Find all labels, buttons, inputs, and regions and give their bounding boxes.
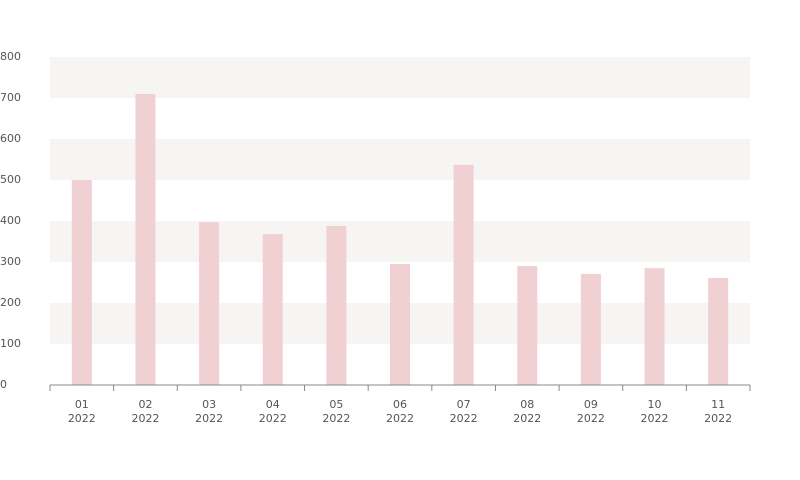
x-tick-label: 04 2022 [259, 398, 287, 425]
bar [453, 164, 474, 385]
bar [580, 273, 601, 385]
bar [517, 266, 538, 385]
x-tick-label-line: 2022 [68, 412, 96, 425]
x-tick-label-line: 2022 [195, 412, 223, 425]
x-tick-label-line: 10 [648, 398, 662, 411]
x-tick-label-line: 07 [457, 398, 471, 411]
x-tick-label-line: 02 [138, 398, 152, 411]
x-tick-label-line: 2022 [131, 412, 159, 425]
x-tick-label: 08 2022 [513, 398, 541, 425]
x-tick-label-line: 2022 [322, 412, 350, 425]
x-tick-label: 02 2022 [131, 398, 159, 425]
x-tick-label: 10 2022 [641, 398, 669, 425]
x-tick-label: 07 2022 [450, 398, 478, 425]
y-tick-label: 500 [0, 173, 21, 186]
bar [262, 234, 283, 385]
x-tick-label-line: 06 [393, 398, 407, 411]
y-tick-label: 100 [0, 337, 21, 350]
x-tick-label-line: 2022 [704, 412, 732, 425]
grid-band [50, 57, 750, 98]
x-tick-label-line: 04 [266, 398, 280, 411]
y-tick-label: 600 [0, 132, 21, 145]
y-tick-label: 400 [0, 214, 21, 227]
bar [390, 264, 410, 385]
x-tick-label-line: 2022 [259, 412, 287, 425]
x-tick-label-line: 03 [202, 398, 216, 411]
x-tick-label: 01 2022 [68, 398, 96, 425]
bar [199, 222, 220, 385]
x-tick-label-line: 09 [584, 398, 598, 411]
bar [326, 225, 347, 385]
bar [644, 268, 665, 385]
bar [71, 180, 92, 385]
x-tick-label-line: 11 [711, 398, 725, 411]
bar [135, 93, 156, 386]
x-tick-label-line: 2022 [386, 412, 414, 425]
x-tick-label: 11 2022 [704, 398, 732, 425]
x-tick-label: 03 2022 [195, 398, 223, 425]
x-tick-label-line: 08 [520, 398, 534, 411]
y-tick-label: 0 [0, 378, 7, 391]
x-tick-label-line: 2022 [450, 412, 478, 425]
bar [708, 277, 729, 385]
grid-band [50, 139, 750, 180]
x-tick-label-line: 05 [329, 398, 343, 411]
x-tick-label-line: 01 [75, 398, 89, 411]
y-tick-label: 700 [0, 91, 21, 104]
x-tick-label-line: 2022 [641, 412, 669, 425]
grid-band [50, 221, 750, 262]
y-tick-label: 800 [0, 50, 21, 63]
y-tick-label: 300 [0, 255, 21, 268]
x-tick-label-line: 2022 [513, 412, 541, 425]
x-tick-label: 06 2022 [386, 398, 414, 425]
y-tick-label: 200 [0, 296, 21, 309]
x-tick-label: 05 2022 [322, 398, 350, 425]
x-tick-label-line: 2022 [577, 412, 605, 425]
x-tick-label: 09 2022 [577, 398, 605, 425]
